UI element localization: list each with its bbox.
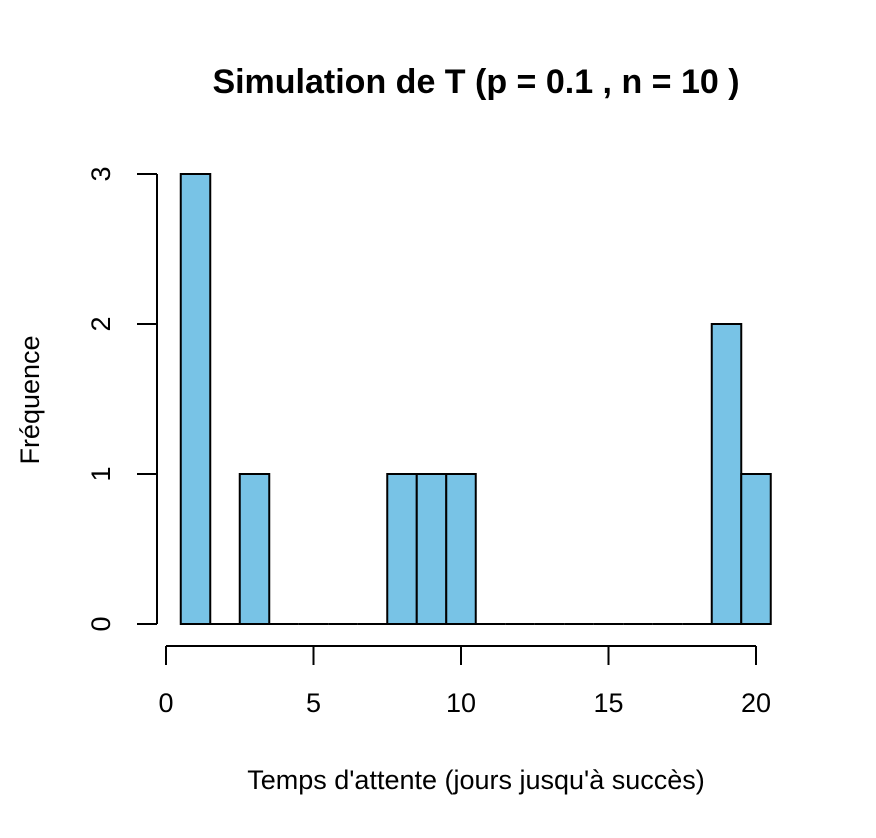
x-tick-label: 20 xyxy=(741,688,771,718)
x-tick-label: 10 xyxy=(446,688,476,718)
histogram-bar xyxy=(386,473,418,625)
histogram-bar xyxy=(740,473,772,625)
y-tick-label: 0 xyxy=(86,616,116,631)
x-axis: 0 5 10 15 20 xyxy=(158,645,771,718)
x-tick-label: 5 xyxy=(306,688,321,718)
y-tick-label: 2 xyxy=(86,316,116,331)
x-tick-label: 0 xyxy=(158,688,173,718)
chart-title: Simulation de T (p = 0.1 , n = 10 ) xyxy=(212,63,739,101)
histogram-bar xyxy=(710,323,743,625)
y-axis: 0 1 2 3 xyxy=(86,166,158,632)
y-tick-label: 3 xyxy=(86,166,116,181)
bars-group xyxy=(179,173,772,625)
y-tick-label: 1 xyxy=(86,466,116,481)
x-tick-label: 15 xyxy=(593,688,623,718)
histogram-bar xyxy=(179,173,212,625)
histogram-bar xyxy=(238,473,271,625)
y-axis-label: Fréquence xyxy=(15,335,45,464)
x-axis-label: Temps d'attente (jours jusqu'à succès) xyxy=(247,765,705,795)
histogram-bar xyxy=(445,473,477,625)
histogram-bar xyxy=(415,473,448,625)
